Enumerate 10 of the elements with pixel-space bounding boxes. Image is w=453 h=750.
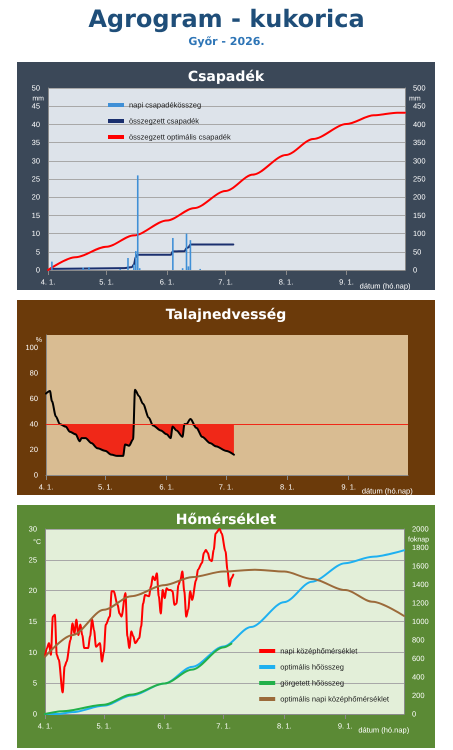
line-series [44, 568, 405, 658]
chart-title: Hőmérséklet [176, 512, 277, 528]
text: Győr - 2026. [187, 34, 266, 50]
chart-title: Talajnedvesség [166, 307, 286, 323]
line-series [45, 388, 235, 457]
line-series [44, 528, 234, 694]
text: Agrogram - kukorica [87, 4, 366, 34]
chart-title: Csapadék [188, 69, 265, 85]
line-series [47, 244, 234, 271]
line-series [44, 642, 232, 715]
